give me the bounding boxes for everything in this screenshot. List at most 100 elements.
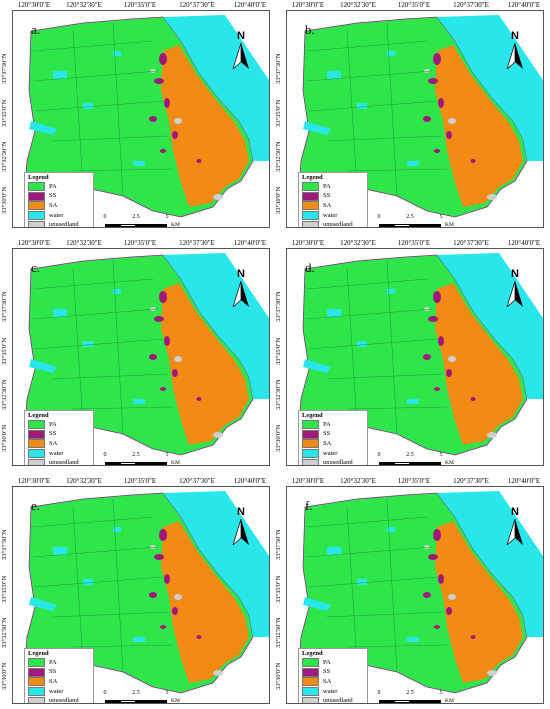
legend-swatch bbox=[302, 429, 319, 439]
legend-label: PA bbox=[49, 658, 57, 666]
scale-tick: 5 bbox=[439, 690, 443, 696]
longitude-tick: 120°30'0"E bbox=[291, 477, 325, 485]
inland-water bbox=[303, 527, 419, 642]
legend-items: PA SS SA water unusedland bbox=[302, 182, 364, 228]
scale-unit: KM bbox=[445, 460, 454, 466]
latitude-tick: 33°35'0"N bbox=[275, 575, 282, 603]
inland-water bbox=[29, 51, 145, 166]
scale-tick: 2.5 bbox=[132, 452, 140, 458]
latitude-tick: 33°37'30"N bbox=[1, 53, 8, 84]
scale-bar: 0 2.5 5 KM bbox=[378, 690, 479, 703]
legend-item: PA bbox=[302, 420, 364, 430]
longitude-tick: 120°40'0"E bbox=[233, 1, 267, 9]
scale-segments bbox=[105, 224, 167, 227]
legend-item: SS bbox=[302, 429, 364, 440]
legend: Legend PA SS SA water unusedland bbox=[24, 648, 94, 703]
latitude-tick: 33°30'0"N bbox=[1, 662, 8, 690]
legend-item: water bbox=[28, 687, 90, 697]
legend-item: PA bbox=[28, 658, 90, 668]
longitude-tick: 120°32'30"E bbox=[66, 477, 102, 485]
inland-water bbox=[303, 289, 419, 404]
land-use-map bbox=[24, 15, 269, 218]
map-panel-1: a. N Legend PA SS SA water unusedland 0 2.5 5 bbox=[1, 1, 272, 230]
inland-water bbox=[303, 51, 419, 166]
unused-land bbox=[150, 69, 223, 200]
longitude-tick: 120°30'0"E bbox=[17, 239, 51, 247]
latitude-tick: 33°35'0"N bbox=[1, 99, 8, 127]
scale-unit: KM bbox=[445, 222, 454, 228]
north-arrow: N bbox=[229, 268, 253, 309]
scale-segments bbox=[379, 700, 441, 703]
ss-patches bbox=[149, 291, 202, 401]
scale-tick: 5 bbox=[439, 214, 443, 220]
unused-land bbox=[150, 545, 223, 676]
longitude-tick: 120°35'0"E bbox=[123, 1, 157, 9]
legend-item: SS bbox=[28, 191, 90, 202]
north-letter: N bbox=[237, 506, 245, 518]
legend-label: unusedland bbox=[323, 221, 353, 228]
north-arrow-icon bbox=[506, 281, 523, 307]
legend-swatch bbox=[28, 696, 45, 703]
scale-segments bbox=[105, 462, 167, 465]
longitude-tick: 120°40'0"E bbox=[507, 477, 541, 485]
scale-bar: 0 2.5 5 KM bbox=[378, 214, 479, 228]
longitude-tick: 120°30'0"E bbox=[291, 1, 325, 9]
latitude-tick: 33°35'0"N bbox=[1, 337, 8, 365]
latitude-tick: 33°37'30"N bbox=[275, 291, 282, 322]
sa-belt bbox=[161, 45, 249, 207]
sa-belt bbox=[161, 521, 249, 683]
north-arrow: N bbox=[503, 30, 527, 71]
north-arrow-icon bbox=[506, 519, 523, 545]
longitude-tick: 120°35'0"E bbox=[123, 239, 157, 247]
legend-item: SA bbox=[302, 677, 364, 687]
legend-item: SS bbox=[28, 429, 90, 440]
legend-swatch bbox=[28, 449, 45, 459]
longitude-tick: 120°30'0"E bbox=[17, 477, 51, 485]
legend-item: unusedland bbox=[28, 220, 90, 227]
scale-unit: KM bbox=[171, 698, 180, 704]
inland-water bbox=[29, 289, 145, 404]
scale-unit: KM bbox=[171, 460, 180, 466]
north-letter: N bbox=[511, 268, 519, 280]
legend-label: PA bbox=[49, 420, 57, 428]
field-lines bbox=[306, 22, 448, 197]
legend-swatch bbox=[302, 667, 319, 677]
panel-label: d. bbox=[305, 260, 315, 275]
ss-patches bbox=[423, 529, 476, 639]
map-panel-5: e. N Legend PA SS SA water unusedland 0 2.5 5 bbox=[1, 477, 272, 706]
legend-swatch bbox=[302, 449, 319, 459]
map-frame: a. N Legend PA SS SA water unusedland 0 2.5 5 bbox=[12, 10, 270, 228]
legend-swatch bbox=[28, 667, 45, 677]
latitude-tick: 33°32'30"N bbox=[1, 617, 8, 648]
panel-label: c. bbox=[31, 260, 41, 275]
longitude-tick: 120°37'30"E bbox=[453, 1, 489, 9]
legend-label: SA bbox=[323, 201, 332, 209]
latitude-tick: 33°30'0"N bbox=[1, 424, 8, 452]
legend-item: PA bbox=[302, 182, 364, 192]
ss-patches bbox=[423, 53, 476, 163]
ss-patches bbox=[149, 529, 202, 639]
legend-item: SS bbox=[28, 667, 90, 678]
legend-label: SA bbox=[49, 201, 58, 209]
legend-item: unusedland bbox=[28, 458, 90, 465]
ss-patches bbox=[149, 53, 202, 163]
legend-item: unusedland bbox=[302, 458, 364, 466]
legend-items: PA SS SA water unusedland bbox=[302, 658, 364, 703]
legend-swatch bbox=[302, 182, 319, 192]
legend-label: unusedland bbox=[323, 459, 353, 466]
legend-label: SS bbox=[49, 192, 57, 200]
legend-swatch bbox=[302, 191, 319, 201]
longitude-tick: 120°37'30"E bbox=[453, 477, 489, 485]
legend-item: SS bbox=[302, 667, 364, 678]
scale-tick: 2.5 bbox=[406, 690, 414, 696]
longitude-tick: 120°35'0"E bbox=[397, 1, 431, 9]
unused-land bbox=[150, 307, 223, 438]
longitude-tick: 120°30'0"E bbox=[17, 1, 51, 9]
longitude-tick: 120°32'30"E bbox=[66, 1, 102, 9]
legend-title: Legend bbox=[302, 650, 323, 657]
legend-swatch bbox=[302, 201, 319, 211]
longitude-tick: 120°40'0"E bbox=[233, 477, 267, 485]
scale-tick: 2.5 bbox=[406, 452, 414, 458]
longitude-tick: 120°32'30"E bbox=[340, 477, 376, 485]
legend-swatch bbox=[28, 201, 45, 211]
